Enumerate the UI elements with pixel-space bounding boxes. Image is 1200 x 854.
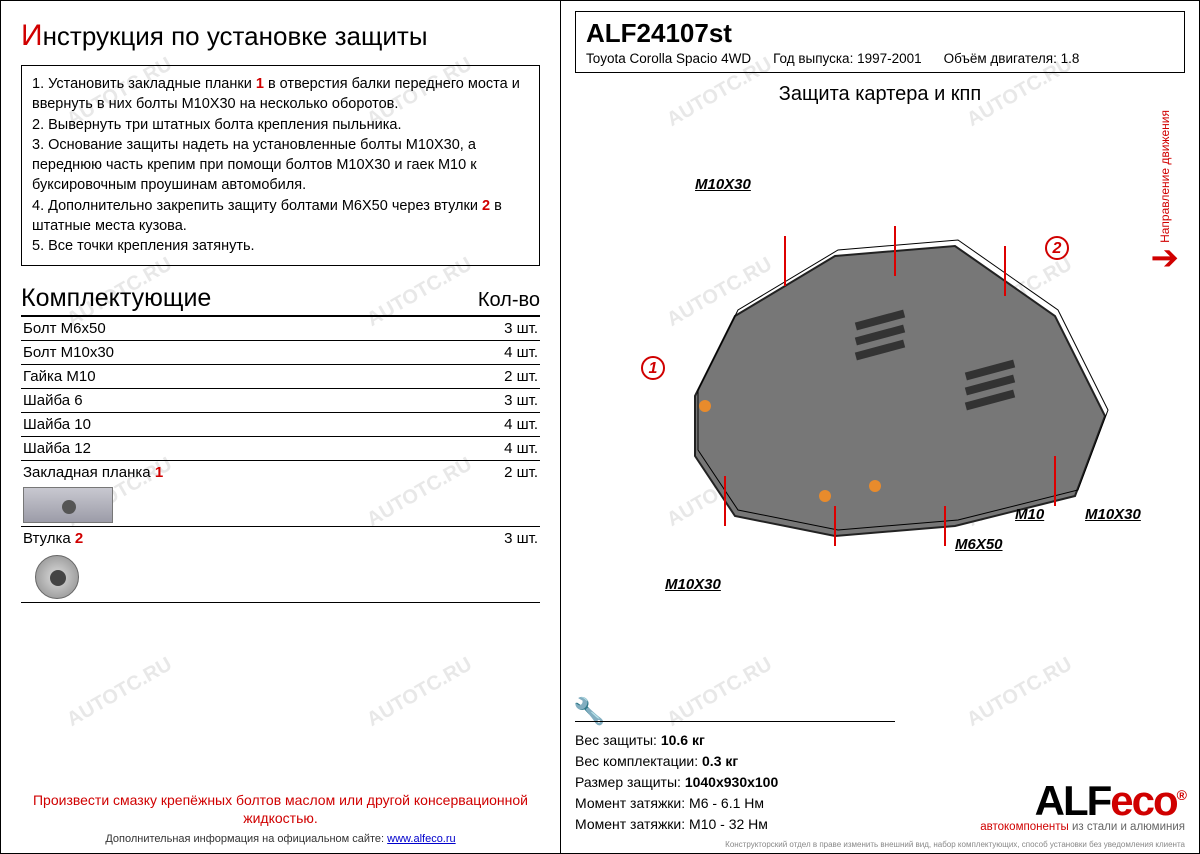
title-firstletter: И: [21, 19, 43, 52]
brand-logo: ALFeco® автокомпоненты из стали и алюмин…: [980, 777, 1185, 833]
table-row-bushing: Втулка 2 3 шт.: [21, 526, 540, 602]
bolt-label: M6X50: [955, 536, 1003, 553]
instruction-step: 2. Вывернуть три штатных болта крепления…: [32, 115, 529, 135]
table-row: Болт М6х503 шт.: [21, 317, 540, 341]
vehicle-row: Toyota Corolla Spacio 4WD Год выпуска: 1…: [586, 51, 1174, 66]
spec-row: Вес комплектации: 0.3 кг: [575, 751, 895, 772]
components-table: Болт М6х503 шт. Болт М10х304 шт. Гайка М…: [21, 317, 540, 603]
part-number: ALF24107st: [586, 18, 1174, 49]
spec-row: Момент затяжки: М6 - 6.1 Нм: [575, 793, 895, 814]
left-panel: Инструкция по установке защиты 1. Устано…: [1, 1, 561, 853]
arrow-icon: ➔: [1151, 250, 1180, 267]
product-title: Защита картера и кпп: [575, 83, 1185, 106]
table-row: Болт М10х304 шт.: [21, 340, 540, 364]
table-row: Шайба 124 шт.: [21, 436, 540, 460]
installation-sheet: AUTOTC.RU AUTOTC.RU AUTOTC.RU AUTOTC.RU …: [0, 0, 1200, 854]
plate-icon: [23, 487, 113, 523]
logo-tagline: автокомпоненты из стали и алюминия: [980, 821, 1185, 833]
nut-label: M10: [1015, 506, 1044, 523]
instructions-box: 1. Установить закладные планки 1 в отвер…: [21, 65, 540, 266]
callout-2: 2: [1045, 236, 1069, 260]
logo-alf: ALF: [1035, 777, 1111, 824]
components-header: Комплектующие Кол-во: [21, 284, 540, 317]
disclaimer: Конструкторский отдел в праве изменить в…: [725, 840, 1185, 849]
ref-2: 2: [482, 198, 490, 214]
footer-info: Дополнительная информация на официальном…: [21, 833, 540, 845]
page-title: Инструкция по установке защиты: [21, 19, 540, 53]
logo-reg: ®: [1177, 787, 1185, 803]
website-link[interactable]: www.alfeco.ru: [387, 833, 455, 845]
callout-1: 1: [641, 356, 665, 380]
components-title: Комплектующие: [21, 284, 211, 313]
lubrication-warning: Произвести смазку крепёжных болтов масло…: [21, 791, 540, 827]
bushing-icon: [35, 555, 79, 599]
logo-eco: eco: [1110, 777, 1176, 824]
bolt-label: M10X30: [1085, 506, 1141, 523]
direction-indicator: Направление движения ➔: [1151, 110, 1180, 267]
specs-block: Вес защиты: 10.6 кг Вес комплектации: 0.…: [575, 721, 895, 835]
table-row-plate: Закладная планка 1 2 шт.: [21, 460, 540, 526]
spec-row: Размер защиты: 1040x930x100: [575, 772, 895, 793]
instruction-step: 3. Основание защиты надеть на установлен…: [32, 135, 529, 196]
year-range: Год выпуска: 1997-2001: [773, 51, 922, 66]
instruction-step: 5. Все точки крепления затянуть.: [32, 236, 529, 256]
ref-1: 1: [256, 76, 264, 92]
title-rest: нструкция по установке защиты: [43, 21, 428, 51]
qty-title: Кол-во: [478, 289, 540, 312]
right-panel: ALF24107st Toyota Corolla Spacio 4WD Год…: [561, 1, 1199, 853]
instruction-step: 1. Установить закладные планки 1 в отвер…: [32, 74, 529, 115]
vehicle-name: Toyota Corolla Spacio 4WD: [586, 51, 751, 66]
table-row: Шайба 104 шт.: [21, 412, 540, 436]
bolt-label: M10X30: [695, 176, 751, 193]
spec-row: Вес защиты: 10.6 кг: [575, 730, 895, 751]
engine-volume: Объём двигателя: 1.8: [944, 51, 1080, 66]
diagram-area: Направление движения ➔: [575, 106, 1185, 636]
instruction-step: 4. Дополнительно закрепить защиту болтам…: [32, 196, 529, 237]
table-row: Шайба 63 шт.: [21, 388, 540, 412]
bolt-label: M10X30: [665, 576, 721, 593]
table-row: Гайка М102 шт.: [21, 364, 540, 388]
spec-row: Момент затяжки: М10 - 32 Нм: [575, 814, 895, 835]
product-header: ALF24107st Toyota Corolla Spacio 4WD Год…: [575, 11, 1185, 73]
